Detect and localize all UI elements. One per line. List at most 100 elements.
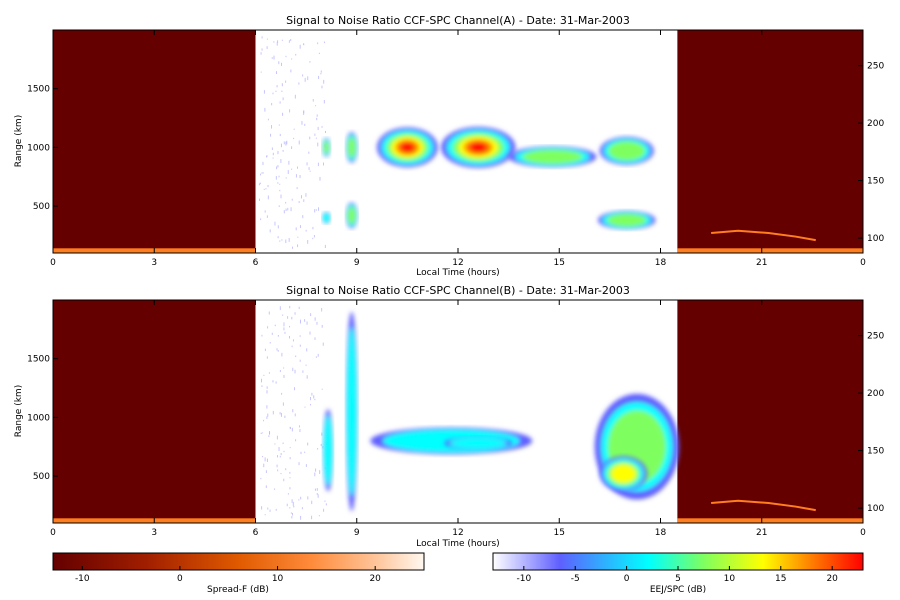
noise-speck bbox=[308, 167, 310, 171]
noise-speck bbox=[273, 55, 275, 60]
y-tick-label: 1500 bbox=[27, 355, 50, 365]
noise-speck bbox=[312, 99, 314, 102]
noise-speck bbox=[314, 337, 316, 340]
noise-speck bbox=[295, 439, 297, 442]
noise-speck bbox=[278, 61, 280, 65]
y-tick-label: 1500 bbox=[27, 85, 50, 95]
noise-speck bbox=[284, 331, 286, 334]
colorbar-tick-label: 15 bbox=[775, 574, 786, 584]
noise-speck bbox=[299, 319, 301, 324]
noise-speck bbox=[271, 102, 273, 106]
noise-speck bbox=[301, 507, 303, 510]
noise-speck bbox=[278, 124, 280, 126]
noise-speck bbox=[307, 240, 309, 244]
noise-speck bbox=[324, 244, 326, 248]
noise-speck bbox=[288, 160, 290, 165]
x-tick-label: 9 bbox=[354, 258, 360, 268]
noise-speck bbox=[316, 321, 318, 325]
noise-speck bbox=[260, 173, 262, 176]
noise-speck bbox=[278, 447, 280, 452]
noise-speck bbox=[268, 431, 270, 435]
noise-speck bbox=[276, 348, 278, 351]
noise-speck bbox=[317, 142, 319, 147]
colorbar-tick-label: 5 bbox=[675, 574, 681, 584]
y-tick-label: 1000 bbox=[27, 143, 50, 153]
noise-speck bbox=[313, 395, 315, 399]
noise-speck bbox=[266, 386, 268, 389]
noise-speck bbox=[291, 345, 293, 348]
noise-speck bbox=[308, 151, 310, 154]
noise-speck bbox=[318, 207, 320, 211]
echo-blob bbox=[345, 311, 358, 512]
noise-speck bbox=[279, 306, 281, 311]
noise-speck bbox=[309, 136, 311, 140]
echo-blob bbox=[599, 456, 647, 492]
noise-speck bbox=[291, 499, 293, 503]
noise-speck bbox=[290, 512, 292, 514]
noise-speck bbox=[285, 55, 287, 58]
noise-speck bbox=[277, 469, 279, 472]
noise-speck bbox=[320, 443, 322, 447]
noise-speck bbox=[285, 468, 287, 471]
noise-speck bbox=[266, 390, 268, 394]
noise-speck bbox=[321, 324, 323, 328]
x-axis-label: Local Time (hours) bbox=[416, 268, 499, 278]
colorbar-tick-label: -5 bbox=[571, 574, 580, 584]
noise-speck bbox=[317, 126, 319, 131]
noise-speck bbox=[263, 419, 265, 422]
x-tick-label: 18 bbox=[655, 528, 667, 538]
noise-speck bbox=[261, 172, 263, 174]
noise-speck bbox=[292, 512, 294, 516]
colorbar-tick-label: 20 bbox=[826, 574, 838, 584]
noise-speck bbox=[300, 451, 302, 455]
noise-speck bbox=[264, 210, 266, 213]
noise-speck bbox=[291, 146, 293, 149]
noise-speck bbox=[305, 229, 307, 232]
noise-speck bbox=[305, 364, 307, 366]
spread-f-night-block bbox=[53, 300, 256, 523]
noise-speck bbox=[263, 463, 265, 468]
noise-speck bbox=[283, 210, 285, 214]
x-tick-label: 18 bbox=[655, 258, 667, 268]
noise-speck bbox=[283, 478, 285, 482]
noise-speck bbox=[299, 335, 301, 337]
noise-speck bbox=[282, 442, 284, 445]
noise-speck bbox=[281, 392, 283, 395]
noise-speck bbox=[299, 429, 301, 433]
x-tick-label: 21 bbox=[756, 258, 767, 268]
noise-speck bbox=[316, 117, 318, 121]
noise-speck bbox=[297, 244, 299, 248]
echo-blob bbox=[345, 202, 358, 229]
noise-speck bbox=[283, 327, 285, 331]
noise-speck bbox=[300, 515, 302, 520]
noise-speck bbox=[314, 209, 316, 213]
noise-speck bbox=[291, 516, 293, 519]
noise-speck bbox=[280, 143, 282, 148]
noise-speck bbox=[314, 472, 316, 477]
noise-speck bbox=[289, 427, 291, 430]
noise-speck bbox=[295, 174, 297, 178]
echo-blob bbox=[599, 136, 654, 165]
noise-speck bbox=[298, 201, 300, 204]
noise-speck bbox=[304, 406, 306, 408]
noise-speck bbox=[287, 493, 289, 495]
noise-speck bbox=[307, 442, 309, 446]
spread-f-band bbox=[677, 518, 863, 523]
noise-speck bbox=[286, 140, 288, 145]
colorbar-tick-label: 0 bbox=[624, 574, 630, 584]
noise-speck bbox=[298, 499, 300, 501]
noise-speck bbox=[279, 412, 281, 415]
noise-speck bbox=[303, 43, 305, 45]
noise-speck bbox=[260, 71, 262, 73]
noise-speck bbox=[292, 339, 294, 342]
noise-speck bbox=[323, 162, 325, 166]
x-tick-label: 3 bbox=[151, 528, 157, 538]
noise-speck bbox=[315, 137, 317, 139]
noise-speck bbox=[313, 235, 315, 238]
noise-speck bbox=[272, 152, 274, 156]
noise-speck bbox=[296, 187, 298, 190]
echo-blob bbox=[441, 126, 516, 168]
noise-speck bbox=[306, 321, 308, 325]
echo-contour bbox=[346, 327, 357, 496]
